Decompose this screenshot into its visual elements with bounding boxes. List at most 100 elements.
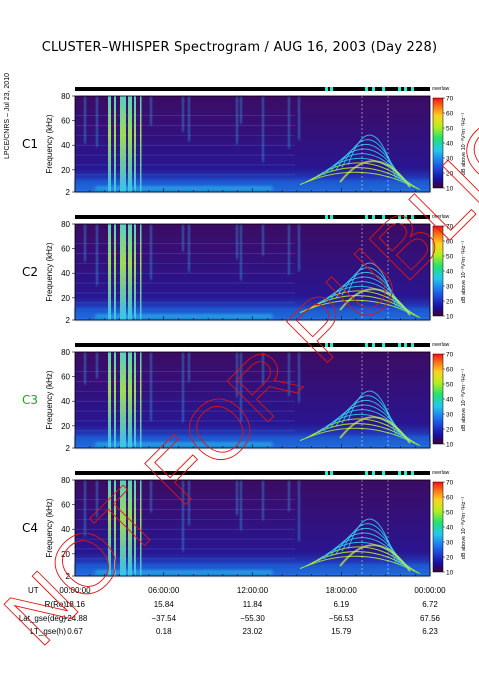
- y-tick-label: 40: [61, 141, 70, 150]
- y-tick-label: 80: [61, 92, 70, 101]
- ephemeris-value: −24.88: [63, 614, 88, 623]
- dispersive-curve: [341, 523, 400, 566]
- status-mark: [330, 215, 333, 219]
- spike: [96, 352, 98, 379]
- x-header: UT: [28, 586, 39, 595]
- spike: [84, 352, 86, 385]
- dispersive-curve: [341, 139, 400, 182]
- colorbar-tick-label: 30: [446, 156, 454, 163]
- y-tick-label: 40: [61, 525, 70, 534]
- status-label: overlaw: [432, 342, 450, 348]
- spike: [96, 96, 98, 147]
- spike: [150, 480, 152, 513]
- panel-name: C1: [22, 137, 38, 151]
- burst-column: [108, 96, 111, 192]
- colorbar-tick-label: 10: [446, 570, 454, 577]
- burst-column: [134, 224, 136, 320]
- status-mark: [325, 215, 328, 219]
- ephemeris-value: −56.53: [329, 614, 354, 623]
- colorbar-tick-label: 50: [446, 126, 454, 133]
- spectrogram-features: [75, 352, 430, 448]
- spike: [262, 480, 264, 520]
- colorbar-tick-label: 40: [446, 141, 454, 148]
- status-bar: [75, 87, 430, 91]
- spike: [262, 96, 264, 163]
- dispersive-curve-bright: [339, 288, 411, 316]
- status-mark: [330, 343, 333, 347]
- ephemeris-label: R(Re): [45, 600, 67, 609]
- status-mark: [325, 343, 328, 347]
- status-mark: [398, 471, 401, 475]
- colorbar-tick-label: 60: [446, 495, 454, 502]
- status-mark: [365, 343, 368, 347]
- status-mark: [382, 215, 385, 219]
- burst-column: [114, 480, 116, 576]
- panel-name: C2: [22, 265, 38, 279]
- colorbar-tick-label: 60: [446, 239, 454, 246]
- colorbar-tick-label: 20: [446, 427, 454, 434]
- ephemeris-value: 6.19: [333, 600, 349, 609]
- status-mark: [330, 471, 333, 475]
- colorbar-tick-label: 70: [446, 96, 454, 103]
- burst-column: [134, 96, 136, 192]
- status-mark: [404, 343, 407, 347]
- burst-column: [120, 480, 126, 576]
- dispersive-curve-bright: [339, 544, 411, 572]
- status-label: overlaw: [432, 470, 450, 476]
- y-axis-label: Frequency (kHz): [45, 370, 54, 429]
- y-tick-label: 20: [61, 166, 70, 175]
- colorbar-tick-label: 40: [446, 397, 454, 404]
- colorbar-tick-label: 10: [446, 186, 454, 193]
- burst-column: [108, 480, 111, 576]
- status-mark: [372, 343, 375, 347]
- dispersive-curve: [341, 395, 400, 438]
- panel-c2: overlaw 2 20 40 60 80 Frequency (kHz) C2 10 20 30 4…: [22, 214, 467, 325]
- spike: [298, 96, 300, 140]
- ephemeris-value: 23.02: [242, 627, 263, 636]
- status-mark: [398, 215, 401, 219]
- spike: [240, 352, 242, 422]
- y-axis-label: Frequency (kHz): [45, 498, 54, 557]
- burst-column: [120, 224, 126, 320]
- ephemeris-value: 11.84: [243, 600, 263, 609]
- y-axis-label: Frequency (kHz): [45, 114, 54, 173]
- ephemeris-value: 6.72: [422, 600, 438, 609]
- status-mark: [372, 471, 375, 475]
- y-tick-label: 80: [61, 220, 70, 229]
- dispersive-curve: [341, 267, 400, 310]
- panel-name: C4: [22, 521, 38, 535]
- burst-column: [140, 352, 142, 448]
- burst-column: [134, 352, 136, 448]
- spike: [150, 352, 152, 422]
- ephemeris-value: 18.16: [65, 600, 86, 609]
- colorbar-tick-label: 70: [446, 480, 454, 487]
- ephemeris-value: −37.54: [151, 614, 176, 623]
- status-mark: [325, 87, 328, 91]
- status-mark: [404, 87, 407, 91]
- burst-column: [128, 352, 132, 448]
- burst-column: [128, 224, 132, 320]
- low-band-bright: [95, 185, 273, 191]
- colorbar-tick-label: 10: [446, 442, 454, 449]
- status-mark: [382, 87, 385, 91]
- colorbar-tick-label: 60: [446, 367, 454, 374]
- colorbar-tick-label: 70: [446, 352, 454, 359]
- burst-column: [140, 480, 142, 576]
- colorbar: [432, 481, 444, 573]
- spike: [236, 96, 238, 145]
- colorbar-tick-label: 30: [446, 412, 454, 419]
- spike: [288, 96, 290, 149]
- status-mark: [330, 87, 333, 91]
- burst-column: [128, 480, 132, 576]
- spike: [240, 96, 242, 124]
- panel-c3: overlaw 2 20 40 60 80 Frequency (kHz) C3 10 20 30 4…: [22, 342, 467, 453]
- ephemeris-value: 0.67: [67, 627, 83, 636]
- burst-column: [120, 96, 126, 192]
- colorbar-tick-label: 30: [446, 540, 454, 547]
- colorbar-tick-label: 50: [446, 254, 454, 261]
- ephemeris-value: 67.56: [420, 614, 441, 623]
- status-mark: [372, 87, 375, 91]
- dispersive-curve: [347, 390, 397, 436]
- ephemeris-value: 6.23: [422, 627, 438, 636]
